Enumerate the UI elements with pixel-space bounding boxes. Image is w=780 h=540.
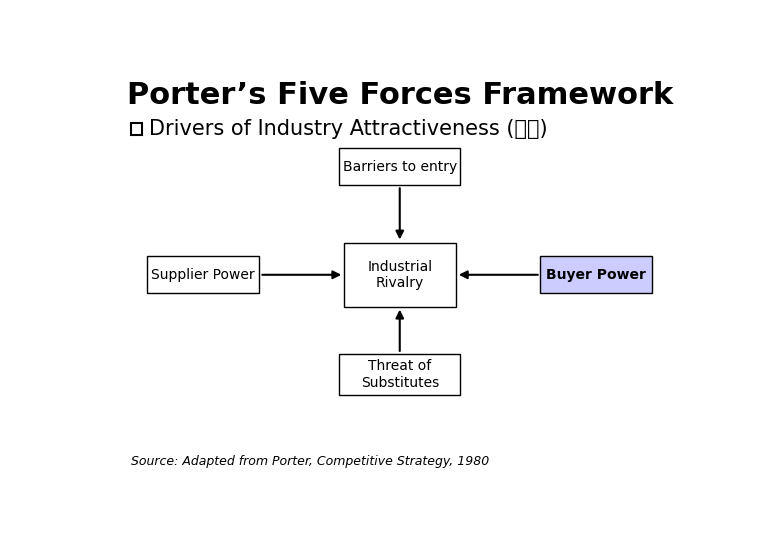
Text: Threat of
Substitutes: Threat of Substitutes [360,360,439,390]
Text: Buyer Power: Buyer Power [546,268,646,282]
Text: Drivers of Industry Attractiveness (계속): Drivers of Industry Attractiveness (계속) [149,119,548,139]
Text: Barriers to entry: Barriers to entry [342,160,457,174]
FancyBboxPatch shape [339,354,460,395]
Text: Industrial
Rivalry: Industrial Rivalry [367,260,432,290]
FancyBboxPatch shape [344,242,456,307]
FancyBboxPatch shape [147,256,259,294]
FancyBboxPatch shape [339,148,460,185]
Bar [131,123,142,136]
Text: Supplier Power: Supplier Power [151,268,255,282]
Text: Source: Adapted from Porter, Competitive Strategy, 1980: Source: Adapted from Porter, Competitive… [131,455,489,468]
FancyBboxPatch shape [541,256,652,294]
Text: Porter’s Five Forces Framework: Porter’s Five Forces Framework [126,82,673,111]
